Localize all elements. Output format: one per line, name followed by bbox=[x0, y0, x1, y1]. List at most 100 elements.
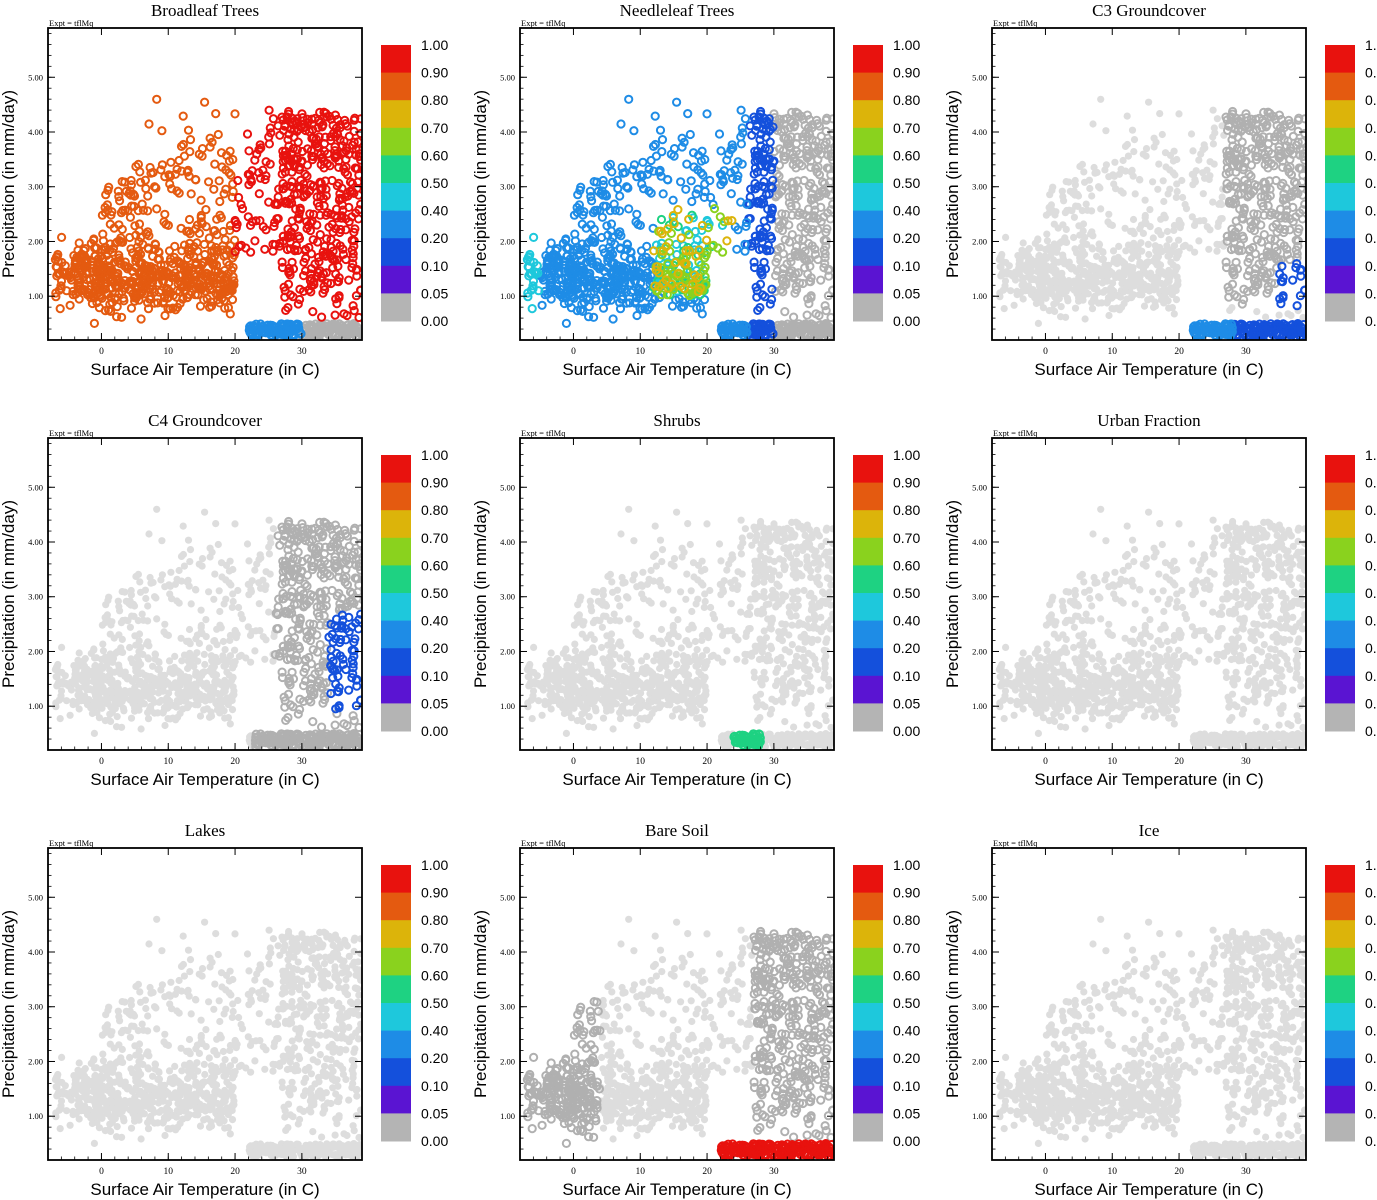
data-point bbox=[283, 109, 294, 119]
data-point bbox=[747, 130, 757, 140]
data-point bbox=[1282, 244, 1292, 254]
data-point bbox=[1039, 304, 1047, 312]
data-point bbox=[183, 704, 191, 712]
data-point bbox=[1209, 106, 1217, 114]
data-point bbox=[746, 184, 756, 194]
data-point bbox=[217, 293, 227, 303]
data-point bbox=[115, 661, 123, 669]
data-point bbox=[131, 161, 141, 172]
data-point bbox=[723, 216, 733, 226]
data-point bbox=[1236, 114, 1246, 124]
data-point bbox=[1013, 291, 1021, 299]
data-point bbox=[1277, 261, 1287, 271]
data-point bbox=[304, 242, 314, 253]
data-point bbox=[1200, 217, 1208, 225]
data-point bbox=[277, 262, 288, 273]
data-point bbox=[348, 301, 358, 311]
data-point bbox=[1239, 203, 1249, 213]
data-point bbox=[130, 221, 140, 231]
data-point bbox=[810, 249, 821, 259]
data-point bbox=[161, 219, 171, 229]
data-point bbox=[120, 177, 130, 187]
data-point bbox=[225, 146, 235, 156]
data-point bbox=[210, 159, 220, 169]
data-point bbox=[227, 295, 238, 305]
data-point bbox=[566, 303, 577, 313]
data-point bbox=[1119, 189, 1127, 197]
data-point bbox=[1023, 260, 1031, 269]
x-tick-label: 10 bbox=[636, 347, 646, 357]
data-point bbox=[1173, 187, 1181, 196]
colorbar-label: 0.40 bbox=[1365, 203, 1377, 219]
data-point bbox=[1061, 280, 1070, 288]
data-point bbox=[1279, 120, 1290, 130]
data-point bbox=[753, 146, 763, 156]
data-point bbox=[61, 672, 69, 680]
data-point bbox=[658, 189, 668, 199]
data-point bbox=[1237, 137, 1247, 147]
colorbar-swatch bbox=[1325, 183, 1355, 212]
data-point bbox=[230, 109, 240, 119]
data-point bbox=[220, 303, 230, 313]
data-point bbox=[264, 139, 274, 149]
data-point bbox=[749, 169, 759, 179]
data-point bbox=[1154, 279, 1162, 287]
x-tick-label: 0 bbox=[1043, 347, 1048, 357]
data-point bbox=[591, 296, 601, 306]
colorbar-swatch bbox=[381, 155, 411, 184]
data-point bbox=[180, 562, 188, 570]
data-point bbox=[672, 97, 682, 107]
colorbar-label: 0.90 bbox=[1365, 65, 1377, 81]
data-point bbox=[669, 144, 680, 154]
colorbar-label: 0.60 bbox=[1365, 147, 1377, 163]
data-point bbox=[192, 670, 200, 678]
data-point bbox=[1043, 262, 1051, 270]
data-point bbox=[700, 186, 710, 197]
data-point bbox=[1209, 140, 1217, 148]
data-point bbox=[94, 667, 102, 676]
data-point bbox=[1144, 296, 1152, 304]
data-point bbox=[1047, 201, 1055, 209]
data-point bbox=[1295, 291, 1306, 301]
data-point bbox=[1141, 214, 1149, 222]
data-point bbox=[282, 244, 292, 255]
y-axis-label: Precipitation (in mm/day) bbox=[0, 90, 18, 278]
data-point bbox=[1035, 244, 1043, 252]
data-point bbox=[736, 105, 746, 115]
data-point bbox=[1226, 197, 1237, 207]
data-point bbox=[184, 214, 195, 225]
data-point bbox=[144, 264, 154, 274]
data-point bbox=[1164, 252, 1172, 260]
plot-frame bbox=[519, 27, 835, 341]
data-point bbox=[224, 680, 232, 688]
colorbar-swatch bbox=[381, 183, 411, 212]
data-point bbox=[143, 227, 153, 237]
data-point bbox=[195, 639, 203, 648]
data-point bbox=[1146, 223, 1154, 231]
data-point bbox=[1292, 301, 1302, 311]
data-point bbox=[111, 699, 119, 707]
data-point bbox=[1103, 299, 1111, 307]
data-point bbox=[152, 681, 160, 689]
data-point bbox=[1115, 242, 1123, 250]
data-point bbox=[1218, 122, 1226, 130]
data-point bbox=[1160, 299, 1168, 307]
data-point bbox=[99, 647, 107, 655]
data-point bbox=[639, 184, 649, 194]
data-point bbox=[698, 170, 708, 180]
data-point bbox=[211, 678, 219, 686]
data-point bbox=[330, 211, 340, 221]
data-point bbox=[691, 251, 701, 261]
data-point bbox=[1291, 320, 1301, 330]
data-point bbox=[246, 631, 255, 640]
data-point bbox=[1282, 249, 1293, 259]
data-point bbox=[1055, 295, 1063, 303]
data-point bbox=[215, 210, 225, 220]
colorbar-label: 0.90 bbox=[421, 65, 448, 81]
data-point bbox=[613, 183, 623, 194]
data-point bbox=[733, 225, 743, 235]
data-point bbox=[1265, 184, 1275, 194]
data-point bbox=[630, 298, 640, 308]
data-point bbox=[1133, 278, 1141, 286]
data-point bbox=[1292, 259, 1302, 269]
